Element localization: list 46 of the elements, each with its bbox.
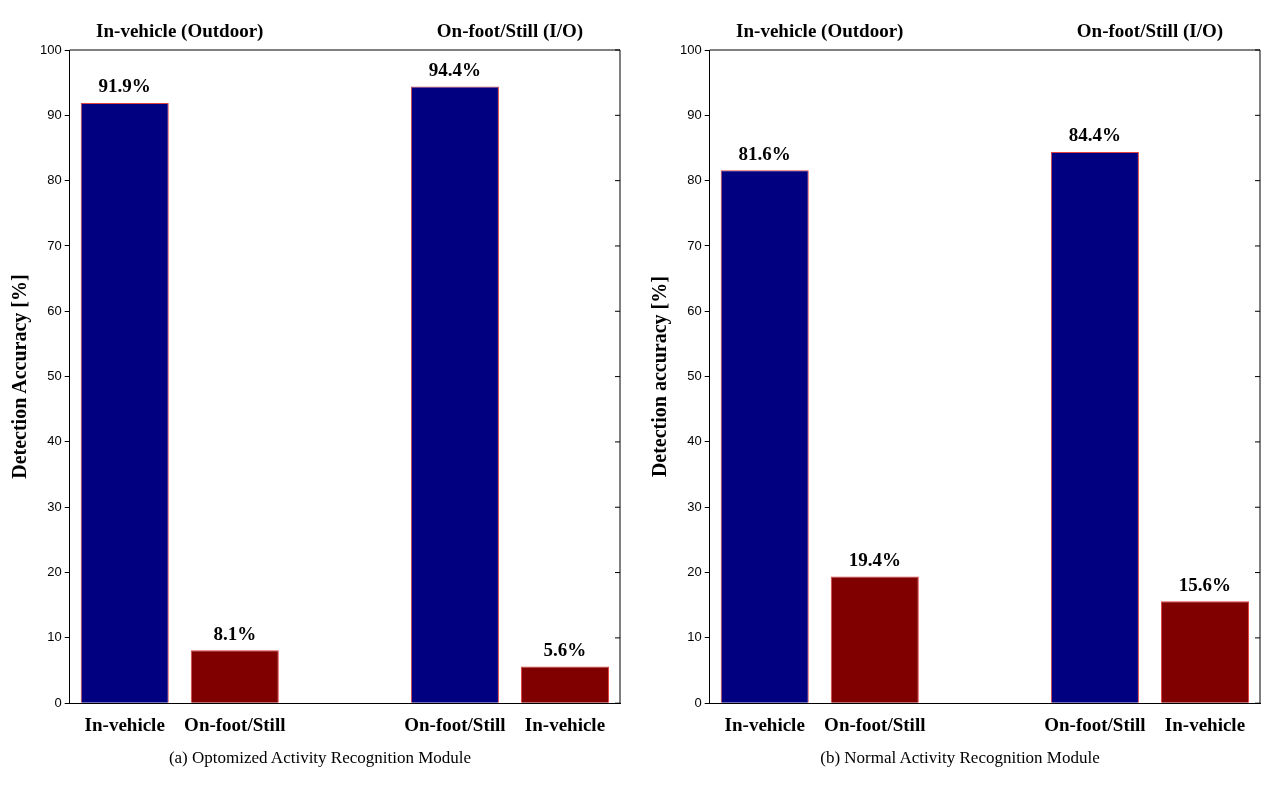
data-label: 91.9%: [98, 75, 151, 97]
text: In-vehicle (Outdoor): [736, 20, 904, 43]
y-tick-label: 80: [47, 172, 62, 188]
y-tick-label: 30: [687, 498, 702, 514]
y-tick-label: 10: [47, 629, 62, 645]
y-tick-label: 50: [687, 368, 702, 384]
x-tick-label: On-foot/Still: [404, 713, 506, 735]
y-tick-label: 60: [687, 302, 702, 318]
y-tick-label: 0: [694, 694, 702, 710]
data-label: 84.4%: [1068, 124, 1122, 146]
y-tick-label: 20: [47, 564, 62, 580]
text: (a) Optomized Activity Recognition Module: [167, 748, 473, 768]
y-tick-label: 30: [47, 498, 62, 514]
x-tick-label: In-vehicle: [1164, 713, 1246, 735]
y-tick-label: 100: [39, 41, 62, 57]
x-tick-label: On-foot/Still: [1044, 713, 1146, 735]
y-tick-label: 70: [47, 237, 62, 253]
y-axis-title: Detection Accuracy [%]: [8, 274, 32, 479]
data-label: 8.1%: [213, 622, 257, 644]
data-label: 5.6%: [543, 639, 587, 661]
y-tick-label: 70: [687, 237, 702, 253]
y-tick-label: 40: [687, 433, 702, 449]
y-tick-label: 90: [47, 106, 62, 122]
x-tick-label: On-foot/Still: [184, 713, 286, 735]
x-tick-label: On-foot/Still: [824, 713, 926, 735]
y-tick-label: 100: [679, 41, 702, 57]
data-label: 94.4%: [428, 58, 482, 80]
y-tick-label: 40: [47, 433, 62, 449]
y-tick-label: 0: [54, 694, 62, 710]
text: On-foot/Still (I/O): [1076, 20, 1224, 43]
x-tick-label: In-vehicle: [84, 713, 165, 735]
text: (b) Normal Activity Recognition Module: [819, 748, 1101, 768]
y-tick-label: 50: [47, 368, 62, 384]
y-tick-label: 60: [47, 302, 62, 318]
text: On-foot/Still (I/O): [436, 20, 584, 43]
y-axis-title: Detection accuracy [%]: [648, 276, 672, 478]
data-label: 19.4%: [848, 548, 901, 570]
data-label: 15.6%: [1178, 573, 1232, 595]
text: In-vehicle (Outdoor): [96, 20, 264, 43]
y-tick-label: 90: [687, 106, 702, 122]
y-tick-label: 20: [687, 564, 702, 580]
x-tick-label: In-vehicle: [724, 713, 805, 735]
y-tick-label: 10: [687, 629, 702, 645]
x-tick-label: In-vehicle: [524, 713, 606, 735]
y-tick-label: 80: [687, 172, 702, 188]
data-label: 81.6%: [738, 142, 791, 164]
